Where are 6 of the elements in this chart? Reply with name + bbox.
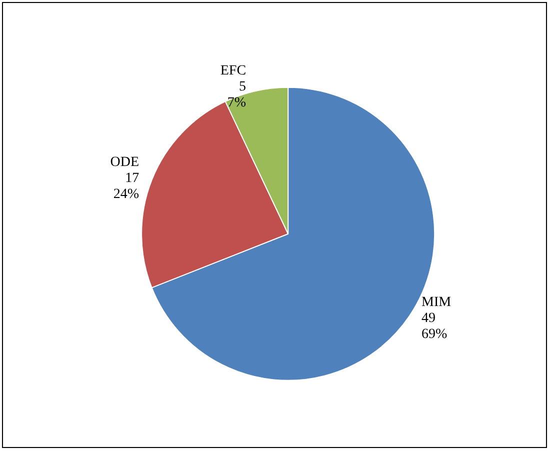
data-label: 5 7% [227, 80, 246, 111]
slice-label: ODE [110, 155, 140, 170]
slice-label: EFC [220, 64, 246, 79]
slice-label: MIM [422, 295, 452, 310]
data-label: 17 24% [113, 171, 140, 202]
data-label: 49 69% [422, 311, 448, 342]
